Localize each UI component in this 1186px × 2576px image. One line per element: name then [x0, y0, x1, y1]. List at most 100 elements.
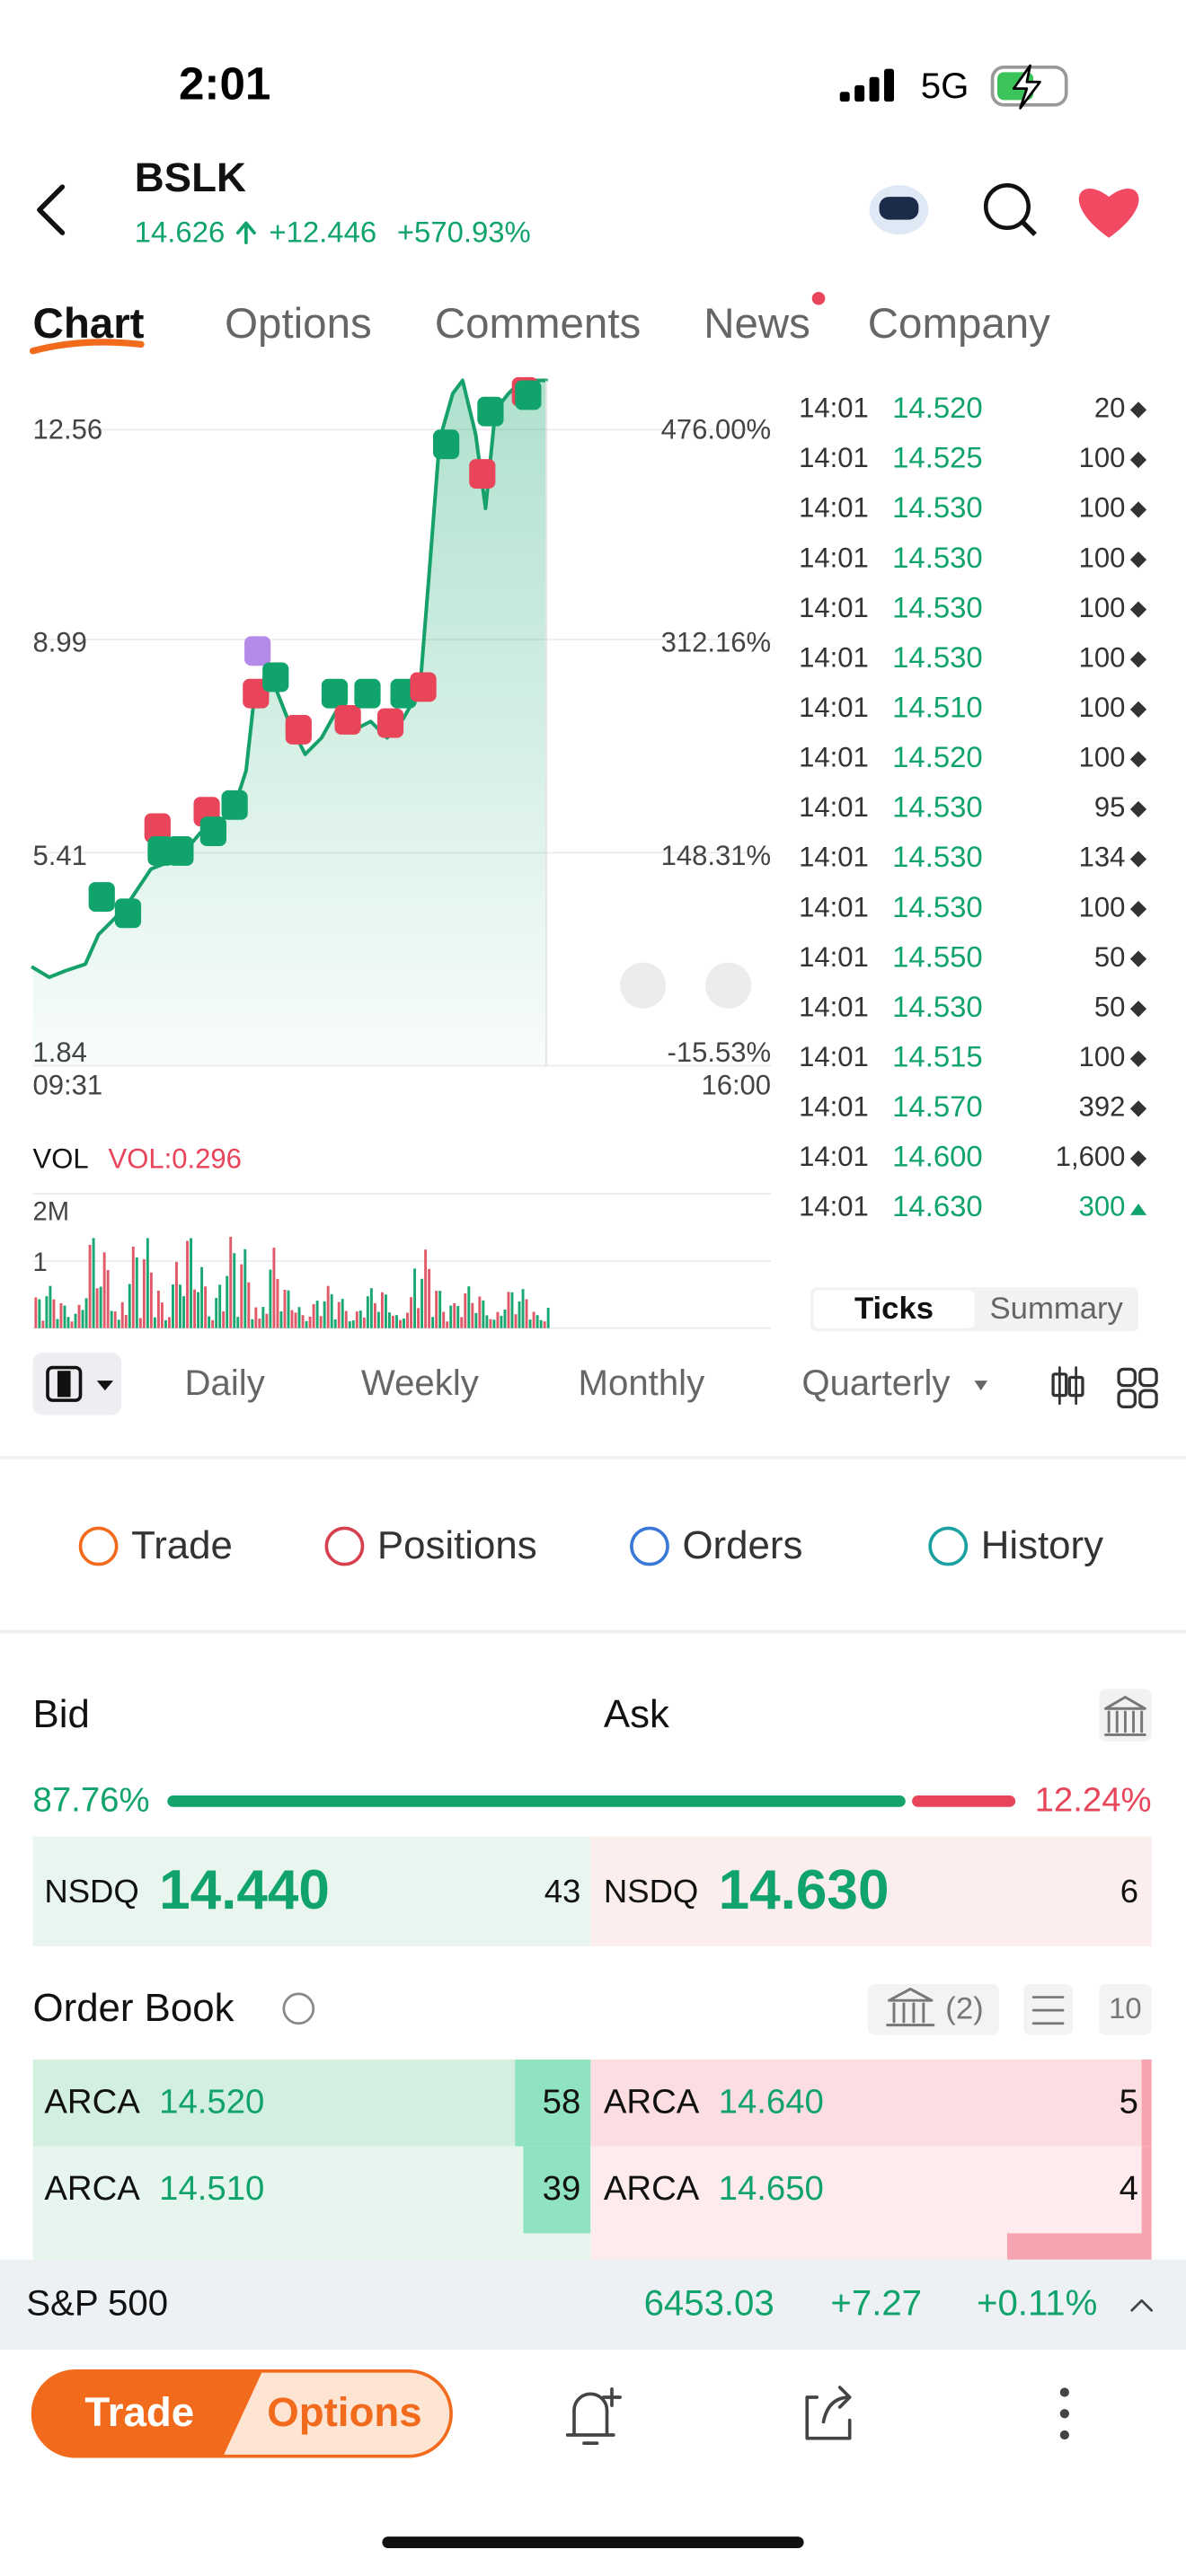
alert-icon[interactable] — [565, 2387, 622, 2445]
volume-bar — [113, 1311, 117, 1328]
time-axis-label: 16:00 — [701, 1070, 771, 1101]
volume-axis-label: 1 — [33, 1248, 48, 1277]
volume-bar — [106, 1270, 110, 1328]
more-dot[interactable] — [1059, 2430, 1069, 2440]
volume-bar — [366, 1296, 369, 1328]
grid-icon — [1117, 1367, 1137, 1388]
depth-value[interactable]: 10 — [1109, 1991, 1142, 2025]
more-dot[interactable] — [1059, 2409, 1069, 2419]
volume-bar — [301, 1315, 305, 1328]
tick-time: 14:01 — [799, 492, 869, 524]
tick-price: 14.630 — [892, 1189, 983, 1222]
volume-bar — [467, 1286, 471, 1328]
volume-bar — [518, 1301, 521, 1328]
volume-bar — [500, 1315, 503, 1328]
volume-bar — [358, 1310, 362, 1328]
trade-marker — [114, 898, 142, 929]
volume-bar — [175, 1261, 178, 1328]
volume-bar — [373, 1302, 376, 1328]
percent-axis-label: 312.16% — [661, 627, 771, 658]
volume-bar — [156, 1290, 160, 1328]
volume-bar — [503, 1310, 507, 1328]
action-button[interactable]: Positions — [377, 1523, 537, 1567]
tick-size: 100 — [1079, 442, 1126, 473]
symbol: BSLK — [135, 154, 246, 200]
trade-button[interactable]: Trade — [84, 2389, 194, 2435]
volume-bar — [510, 1292, 514, 1328]
venues-button — [867, 1983, 999, 2035]
price-axis-label: 1.84 — [33, 1037, 87, 1068]
search-icon[interactable] — [983, 183, 1031, 231]
period-option[interactable]: Quarterly — [801, 1363, 950, 1403]
tick-price: 14.530 — [892, 790, 983, 824]
ask-box — [590, 1836, 1152, 1946]
action-button[interactable]: Trade — [131, 1523, 233, 1567]
trade-marker — [469, 459, 496, 490]
tick-up — [1129, 1204, 1147, 1215]
tab[interactable]: News — [704, 300, 810, 348]
trade-marker — [433, 429, 460, 460]
period-option[interactable]: Weekly — [361, 1363, 479, 1403]
favorite-heart[interactable] — [1078, 189, 1139, 238]
tick-diamond — [1129, 451, 1147, 469]
toggle-option[interactable]: Summary — [990, 1292, 1124, 1326]
volume-bar — [99, 1286, 102, 1328]
tick-size: 392 — [1079, 1091, 1126, 1123]
back-button[interactable] — [37, 184, 66, 235]
tick-price: 14.525 — [892, 441, 983, 474]
options-button[interactable]: Options — [267, 2389, 421, 2435]
tab[interactable]: Options — [225, 300, 372, 348]
volume-bar — [204, 1286, 208, 1328]
grid-icon — [1138, 1367, 1158, 1388]
action-icon — [324, 1526, 365, 1566]
ask-size-bar — [1141, 2146, 1152, 2234]
jump-end-button[interactable] — [705, 962, 752, 1009]
dropdown-caret — [974, 1381, 988, 1391]
trade-marker — [334, 705, 361, 735]
action-button[interactable]: History — [981, 1523, 1103, 1567]
tick-price: 14.530 — [892, 541, 983, 574]
volume-bar — [403, 1318, 405, 1328]
assistant-face — [879, 197, 919, 220]
fullscreen-button[interactable] — [620, 962, 667, 1009]
share-icon[interactable] — [805, 2386, 852, 2440]
tab[interactable]: Comments — [435, 300, 641, 348]
bid-exchange: NSDQ — [44, 1873, 138, 1910]
period-option[interactable]: Monthly — [579, 1363, 705, 1403]
volume-bar — [243, 1248, 247, 1328]
volume-bar — [362, 1317, 366, 1328]
search-handle — [1020, 219, 1037, 236]
volume-bar — [290, 1310, 294, 1328]
tick-size: 300 — [1079, 1191, 1126, 1222]
volume-axis-label: 2M — [33, 1198, 70, 1227]
trade-marker — [410, 672, 437, 702]
more-dot[interactable] — [1059, 2387, 1069, 2397]
trade-marker — [354, 678, 381, 709]
volume-bar — [186, 1240, 189, 1328]
price-axis-label: 5.41 — [33, 840, 87, 871]
volume-bar — [424, 1249, 428, 1328]
volume-bar — [521, 1289, 525, 1328]
trade-marker — [321, 678, 349, 709]
tick-time: 14:01 — [799, 393, 869, 424]
venues-count[interactable]: (2) — [945, 1991, 983, 2025]
trade-pill[interactable] — [32, 2370, 263, 2457]
volume-bar — [233, 1253, 236, 1328]
tick-time: 14:01 — [799, 1141, 869, 1172]
volume-bar — [172, 1284, 174, 1328]
tab[interactable]: Company — [868, 300, 1050, 348]
toggle-option[interactable]: Ticks — [854, 1292, 934, 1326]
tick-size: 1,600 — [1056, 1141, 1126, 1172]
volume-bar — [485, 1315, 489, 1328]
volume-bar — [38, 1299, 41, 1328]
action-button[interactable]: Orders — [682, 1523, 802, 1567]
ask-row — [590, 2059, 1152, 2147]
candle-body — [1067, 1375, 1084, 1398]
trade-marker — [88, 882, 115, 913]
tick-time: 14:01 — [799, 742, 869, 773]
trade-marker — [285, 714, 312, 745]
tick-size: 134 — [1079, 842, 1126, 873]
period-option[interactable]: Daily — [185, 1363, 265, 1403]
volume-bar — [471, 1302, 474, 1328]
tick-diamond — [1129, 851, 1147, 868]
